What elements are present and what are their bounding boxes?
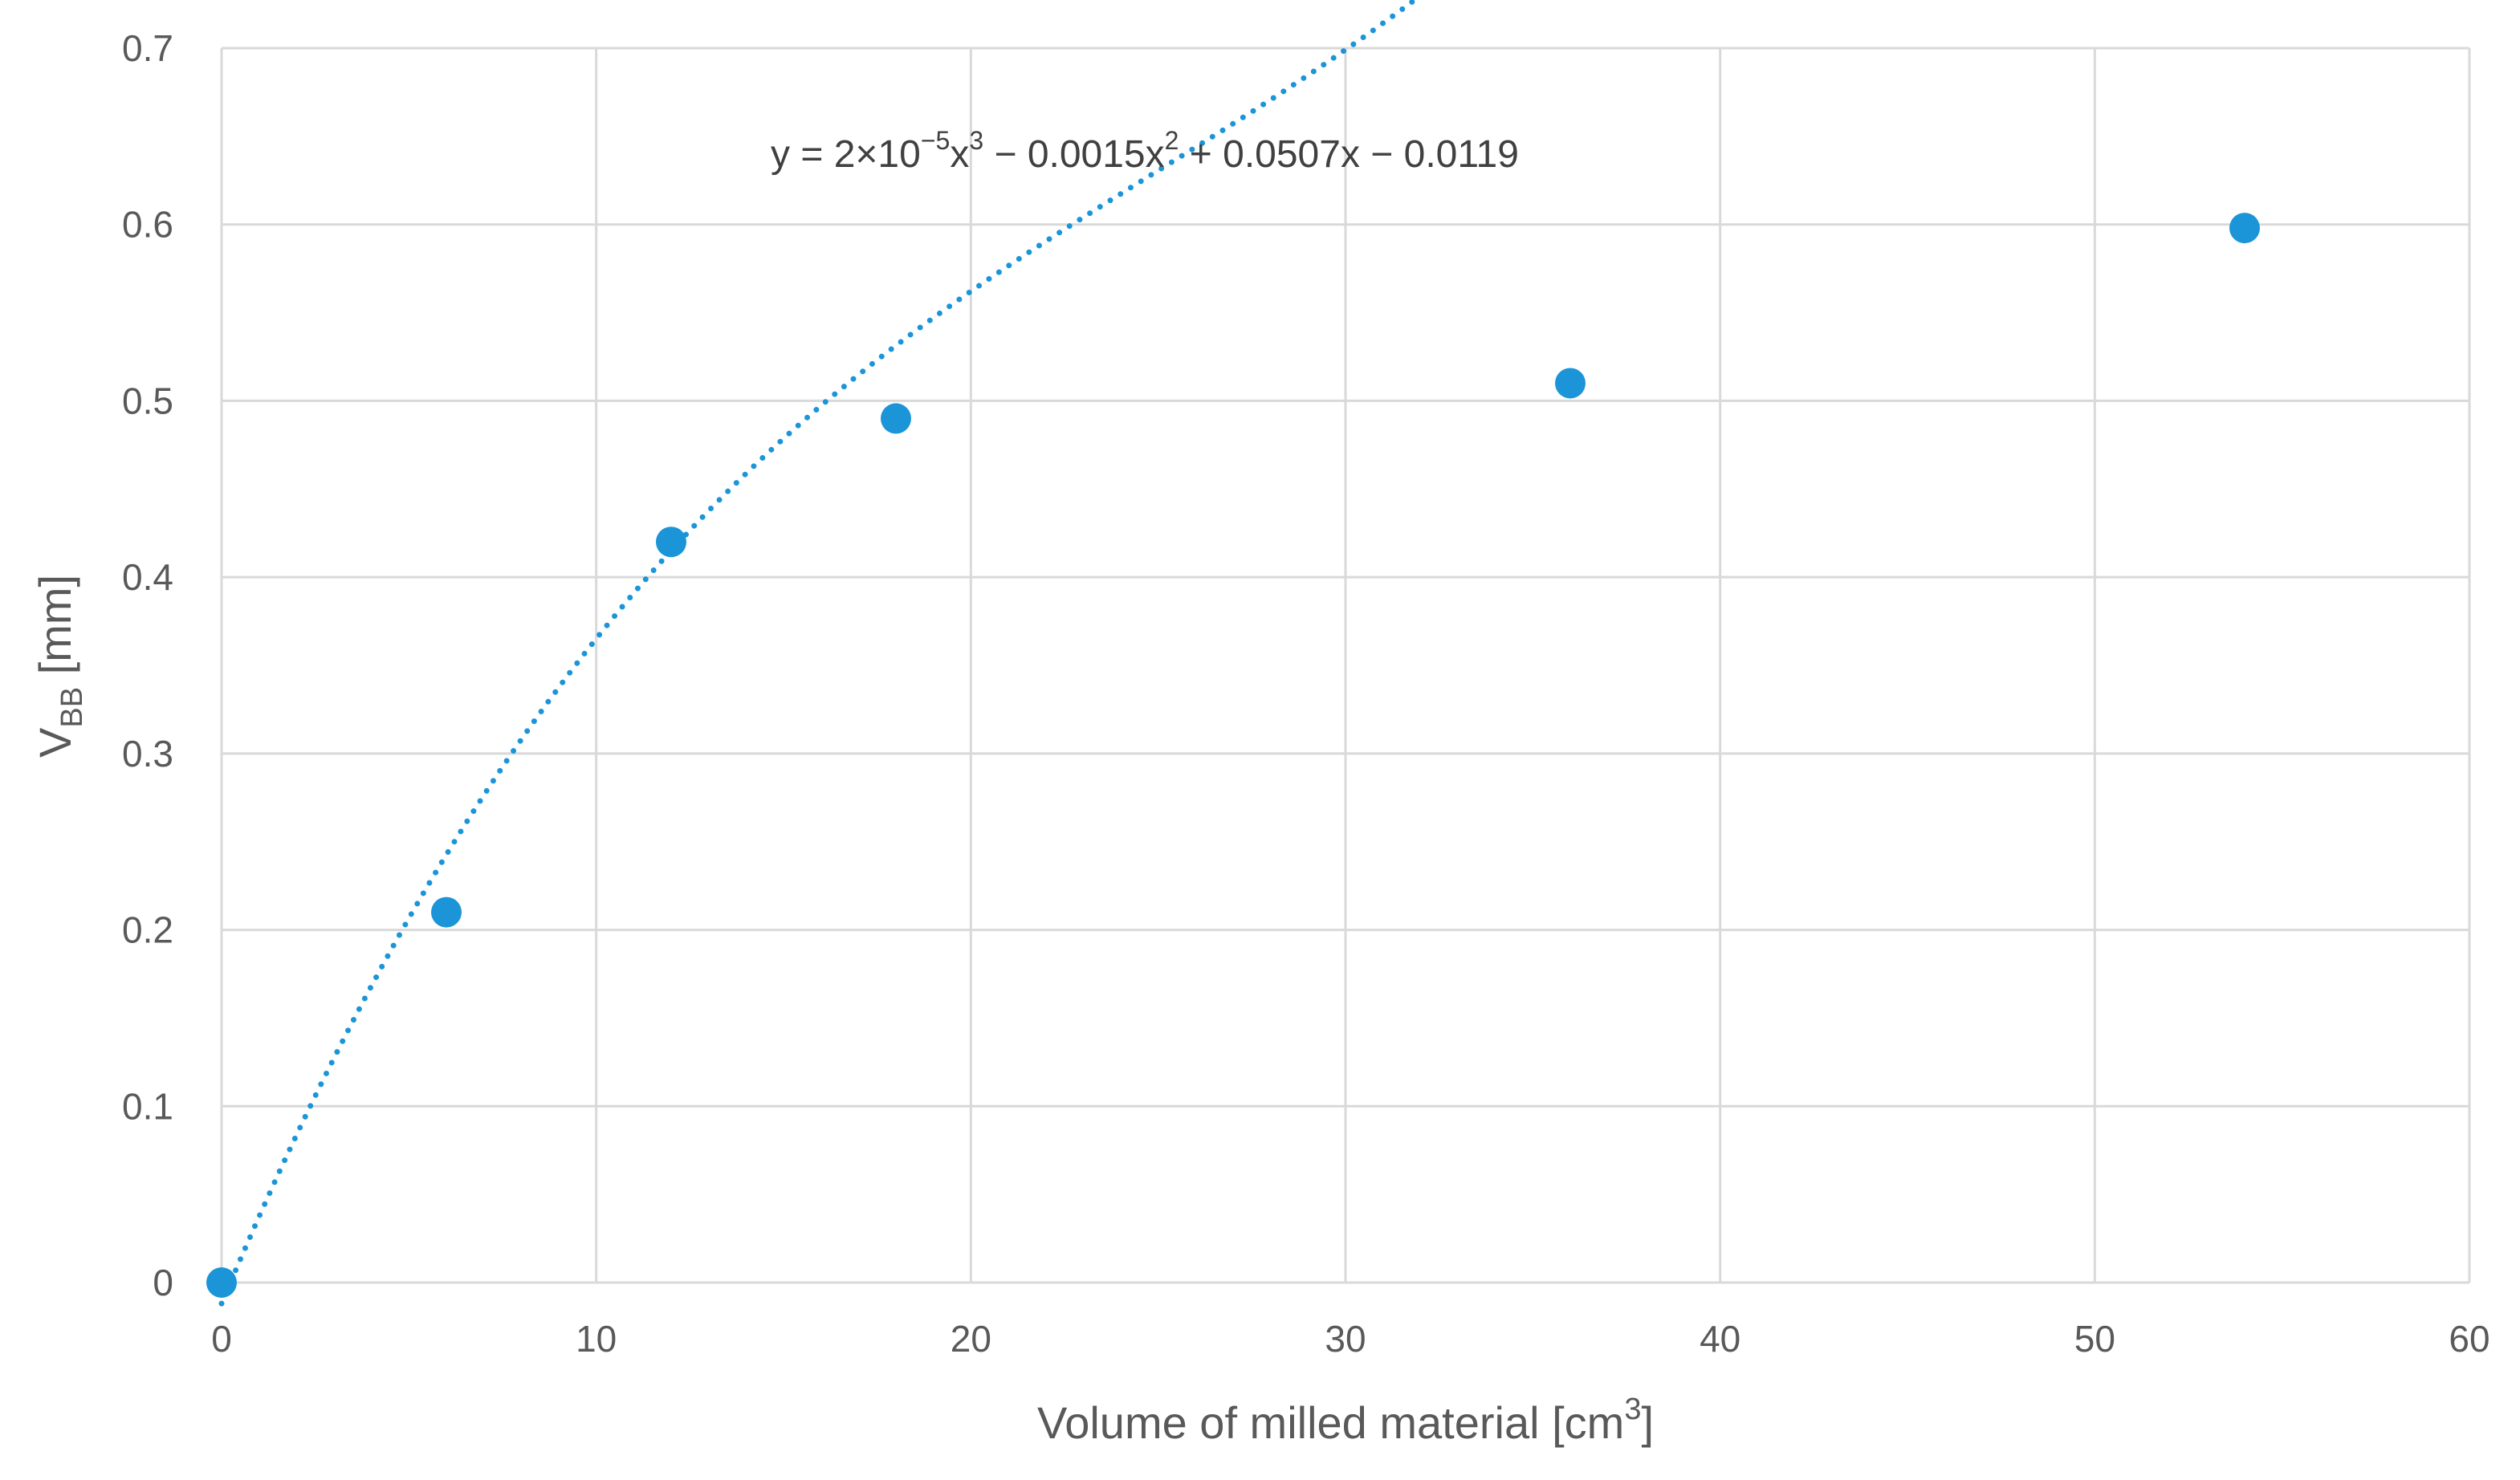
y-tick-label: 0.4 bbox=[122, 556, 173, 598]
x-tick-label: 20 bbox=[951, 1318, 991, 1360]
y-tick-label: 0.2 bbox=[122, 909, 173, 951]
data-points bbox=[206, 213, 2260, 1298]
data-point bbox=[431, 897, 462, 928]
x-tick-label: 30 bbox=[1325, 1318, 1366, 1360]
data-point bbox=[2229, 213, 2260, 244]
y-tick-label: 0.7 bbox=[122, 27, 173, 69]
y-tick-labels: 0 0.1 0.2 0.3 0.4 0.5 0.6 0.7 bbox=[122, 27, 173, 1303]
x-axis-title: Volume of milled material [cm3] bbox=[1037, 1393, 1654, 1448]
x-tick-label: 10 bbox=[576, 1318, 617, 1360]
data-point bbox=[206, 1267, 237, 1298]
data-point bbox=[1555, 368, 1586, 399]
grid bbox=[220, 47, 2471, 1284]
x-tick-label: 0 bbox=[211, 1318, 232, 1360]
y-tick-label: 0 bbox=[153, 1262, 173, 1303]
y-tick-label: 0.3 bbox=[122, 733, 173, 775]
data-point bbox=[656, 527, 686, 558]
y-axis-title: VBB [mm] bbox=[30, 575, 89, 758]
trendline-path bbox=[218, 0, 1419, 1307]
y-tick-label: 0.1 bbox=[122, 1085, 173, 1127]
x-tick-label: 50 bbox=[2074, 1318, 2115, 1360]
y-tick-label: 0.5 bbox=[122, 380, 173, 421]
x-tick-label: 60 bbox=[2449, 1318, 2489, 1360]
trendline-equation: y = 2×10−5x3 − 0.0015x2 + 0.0507x − 0.01… bbox=[771, 126, 1519, 176]
x-tick-labels: 0 10 20 30 40 50 60 bbox=[211, 1318, 2489, 1360]
x-tick-label: 40 bbox=[1700, 1318, 1740, 1360]
y-tick-label: 0.6 bbox=[122, 204, 173, 246]
trendline bbox=[218, 0, 1419, 1307]
data-point bbox=[881, 403, 911, 434]
